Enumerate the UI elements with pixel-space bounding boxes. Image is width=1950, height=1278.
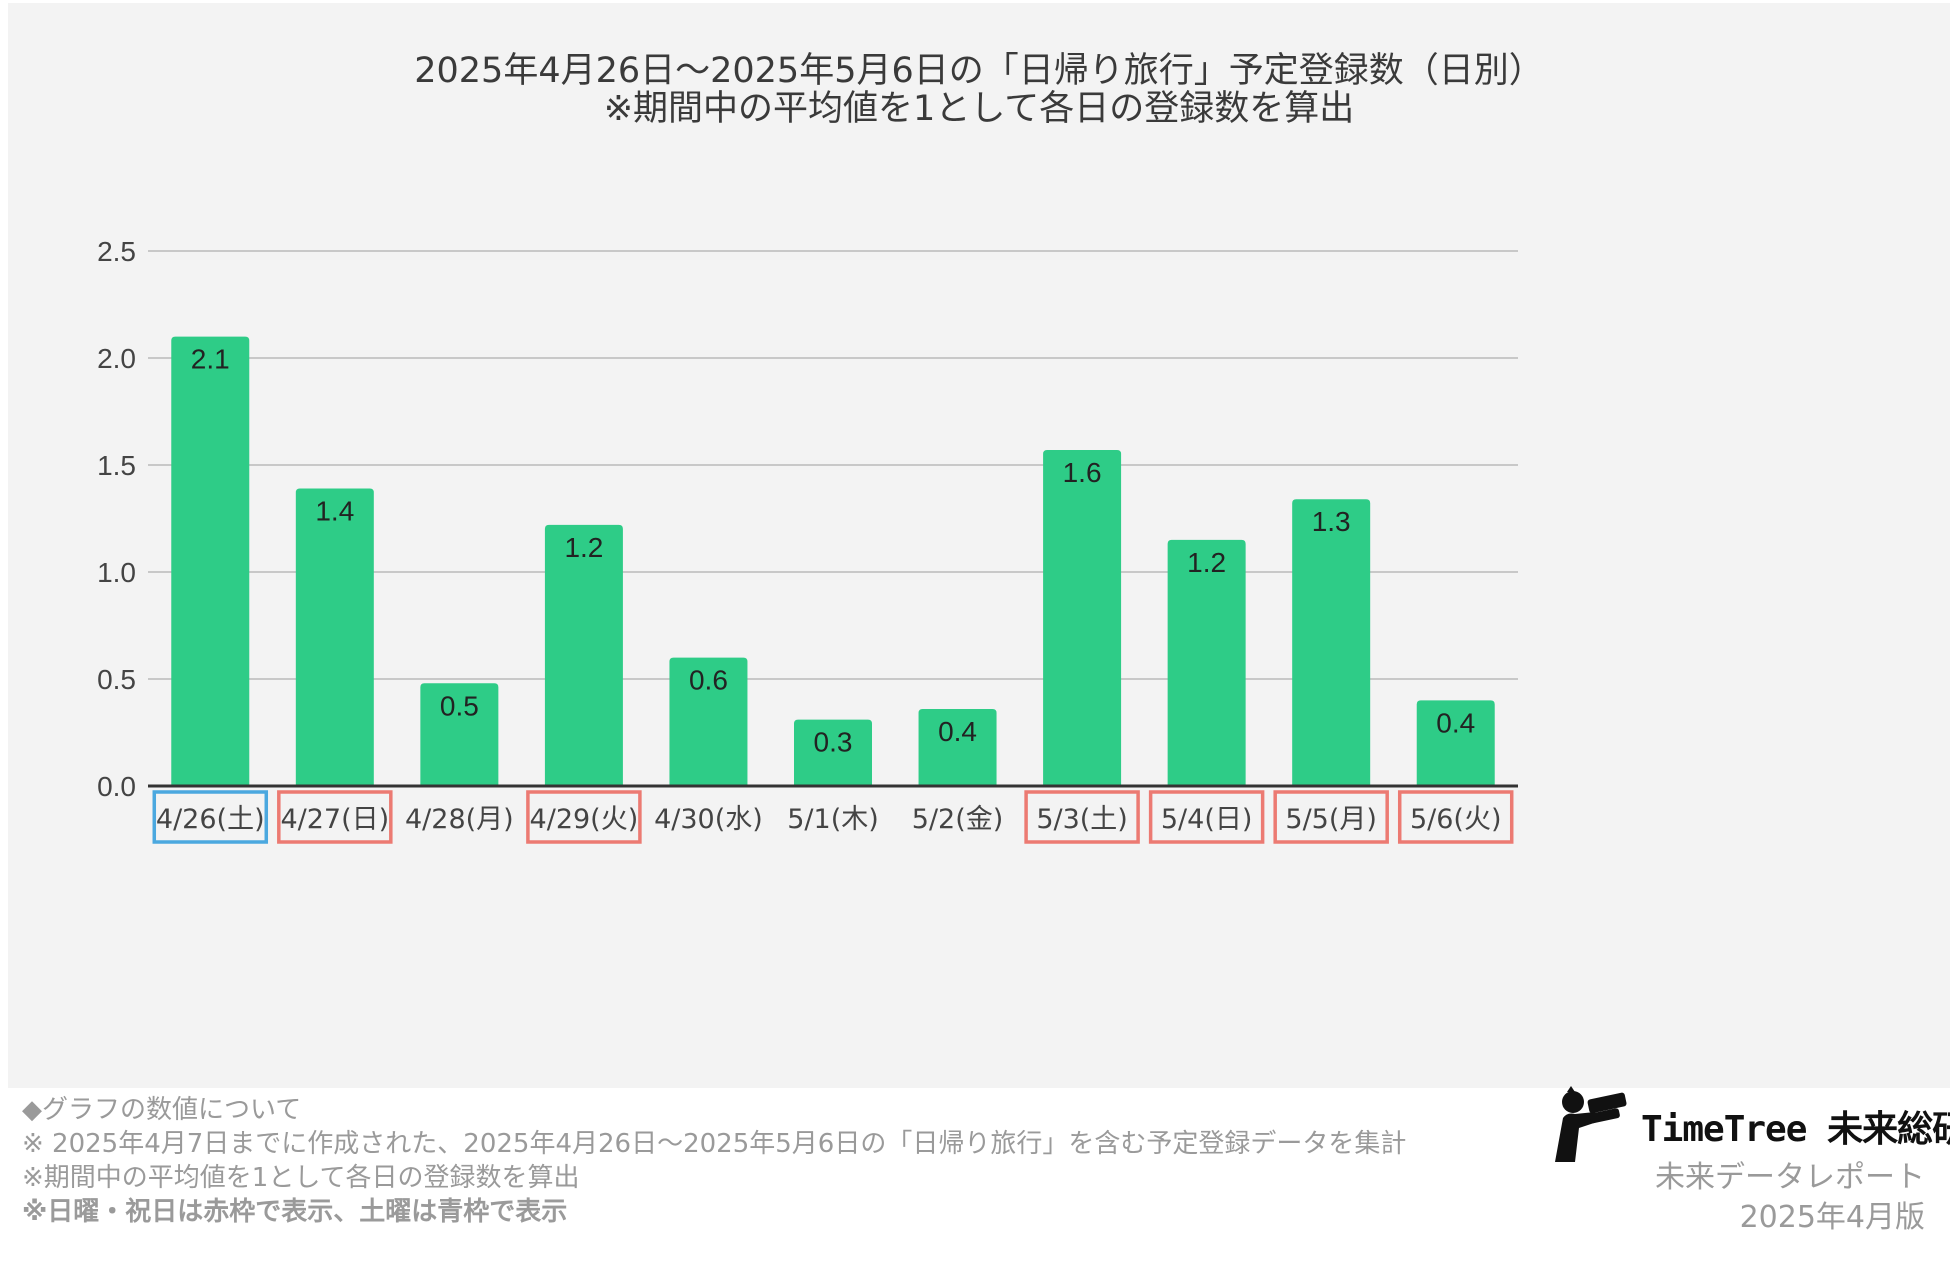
x-tick-label: 5/3(土)	[1036, 804, 1128, 835]
chart-panel: 2025年4月26日〜2025年5月6日の「日帰り旅行」予定登録数（日別） ※期…	[8, 3, 1950, 1088]
bar-value-label: 1.6	[1063, 457, 1102, 488]
holiday-frame	[526, 790, 642, 844]
bar-value-label: 2.1	[191, 344, 230, 375]
y-tick-label: 1.0	[97, 557, 136, 588]
bar-value-label: 0.4	[938, 716, 977, 747]
bar	[794, 719, 872, 786]
bar-value-label: 0.4	[1436, 707, 1475, 738]
x-tick-label: 4/28(月)	[405, 804, 514, 835]
x-tick-label: 4/26(土)	[156, 804, 265, 835]
saturday-frame	[152, 790, 269, 844]
bar-value-label: 1.2	[1187, 547, 1226, 578]
y-tick-label: 0.0	[97, 771, 136, 802]
x-tick-label: 5/4(日)	[1161, 804, 1253, 835]
holiday-frame	[1397, 790, 1514, 844]
chart-title: 2025年4月26日〜2025年5月6日の「日帰り旅行」予定登録数（日別）	[414, 51, 1544, 91]
bar-value-label: 0.5	[440, 690, 479, 721]
bar-value-label: 1.2	[564, 532, 603, 563]
bar-value-label: 1.4	[315, 496, 354, 527]
y-tick-label: 1.5	[97, 450, 136, 481]
x-tick-label: 5/5(月)	[1285, 804, 1377, 835]
person-with-binoculars-icon	[1555, 1086, 1627, 1162]
x-tick-label: 4/30(水)	[654, 804, 763, 835]
brand-name: TimeTree 未来総研	[1641, 1109, 1950, 1150]
bar	[544, 524, 623, 786]
brand-subtitle: 未来データレポート	[1655, 1160, 1925, 1195]
bar	[1043, 450, 1122, 786]
bar	[1167, 539, 1246, 786]
notes-heading: ◆グラフの数値について	[22, 1095, 302, 1125]
holiday-frame	[1148, 790, 1265, 844]
y-tick-label: 2.0	[97, 343, 136, 374]
chart-subtitle: ※期間中の平均値を1として各日の登録数を算出	[603, 89, 1355, 129]
x-tick-label: 4/27(日)	[280, 804, 389, 835]
bar	[1292, 499, 1371, 786]
bar	[1416, 700, 1495, 786]
brand-block: TimeTree 未来総研 未来データレポート 2025年4月版	[1545, 1084, 1950, 1274]
bar	[295, 488, 374, 786]
x-tick-label: 5/1(木)	[787, 804, 879, 835]
note-aggregation: ※ 2025年4月7日までに作成された、2025年4月26日〜2025年5月6日…	[22, 1129, 1407, 1159]
note-frame-legend: ※日曜・祝日は赤枠で表示、土曜は青枠で表示	[22, 1197, 568, 1227]
bar	[669, 657, 748, 786]
bar	[420, 683, 499, 786]
bar-value-label: 0.6	[689, 665, 728, 696]
brand-edition: 2025年4月版	[1739, 1200, 1925, 1235]
x-tick-label: 5/6(火)	[1410, 804, 1502, 835]
x-tick-label: 5/2(金)	[912, 804, 1004, 835]
bar-chart: 0.0 0.5 1.0 1.5 2.0 2.5 2.1 1.4 0.5 1.2 0.6 0.3 0.4 1…	[97, 236, 1518, 844]
bar	[171, 336, 250, 786]
holiday-frame	[1024, 790, 1140, 844]
holiday-frame	[277, 790, 393, 844]
note-normalization: ※期間中の平均値を1として各日の登録数を算出	[22, 1163, 580, 1193]
bar-value-label: 1.3	[1312, 506, 1351, 537]
bar	[918, 708, 997, 786]
holiday-frame	[1273, 790, 1389, 844]
y-tick-label: 2.5	[97, 236, 136, 267]
bar-value-label: 0.3	[814, 727, 853, 758]
y-tick-label: 0.5	[97, 664, 136, 695]
x-tick-label: 4/29(火)	[530, 804, 639, 835]
